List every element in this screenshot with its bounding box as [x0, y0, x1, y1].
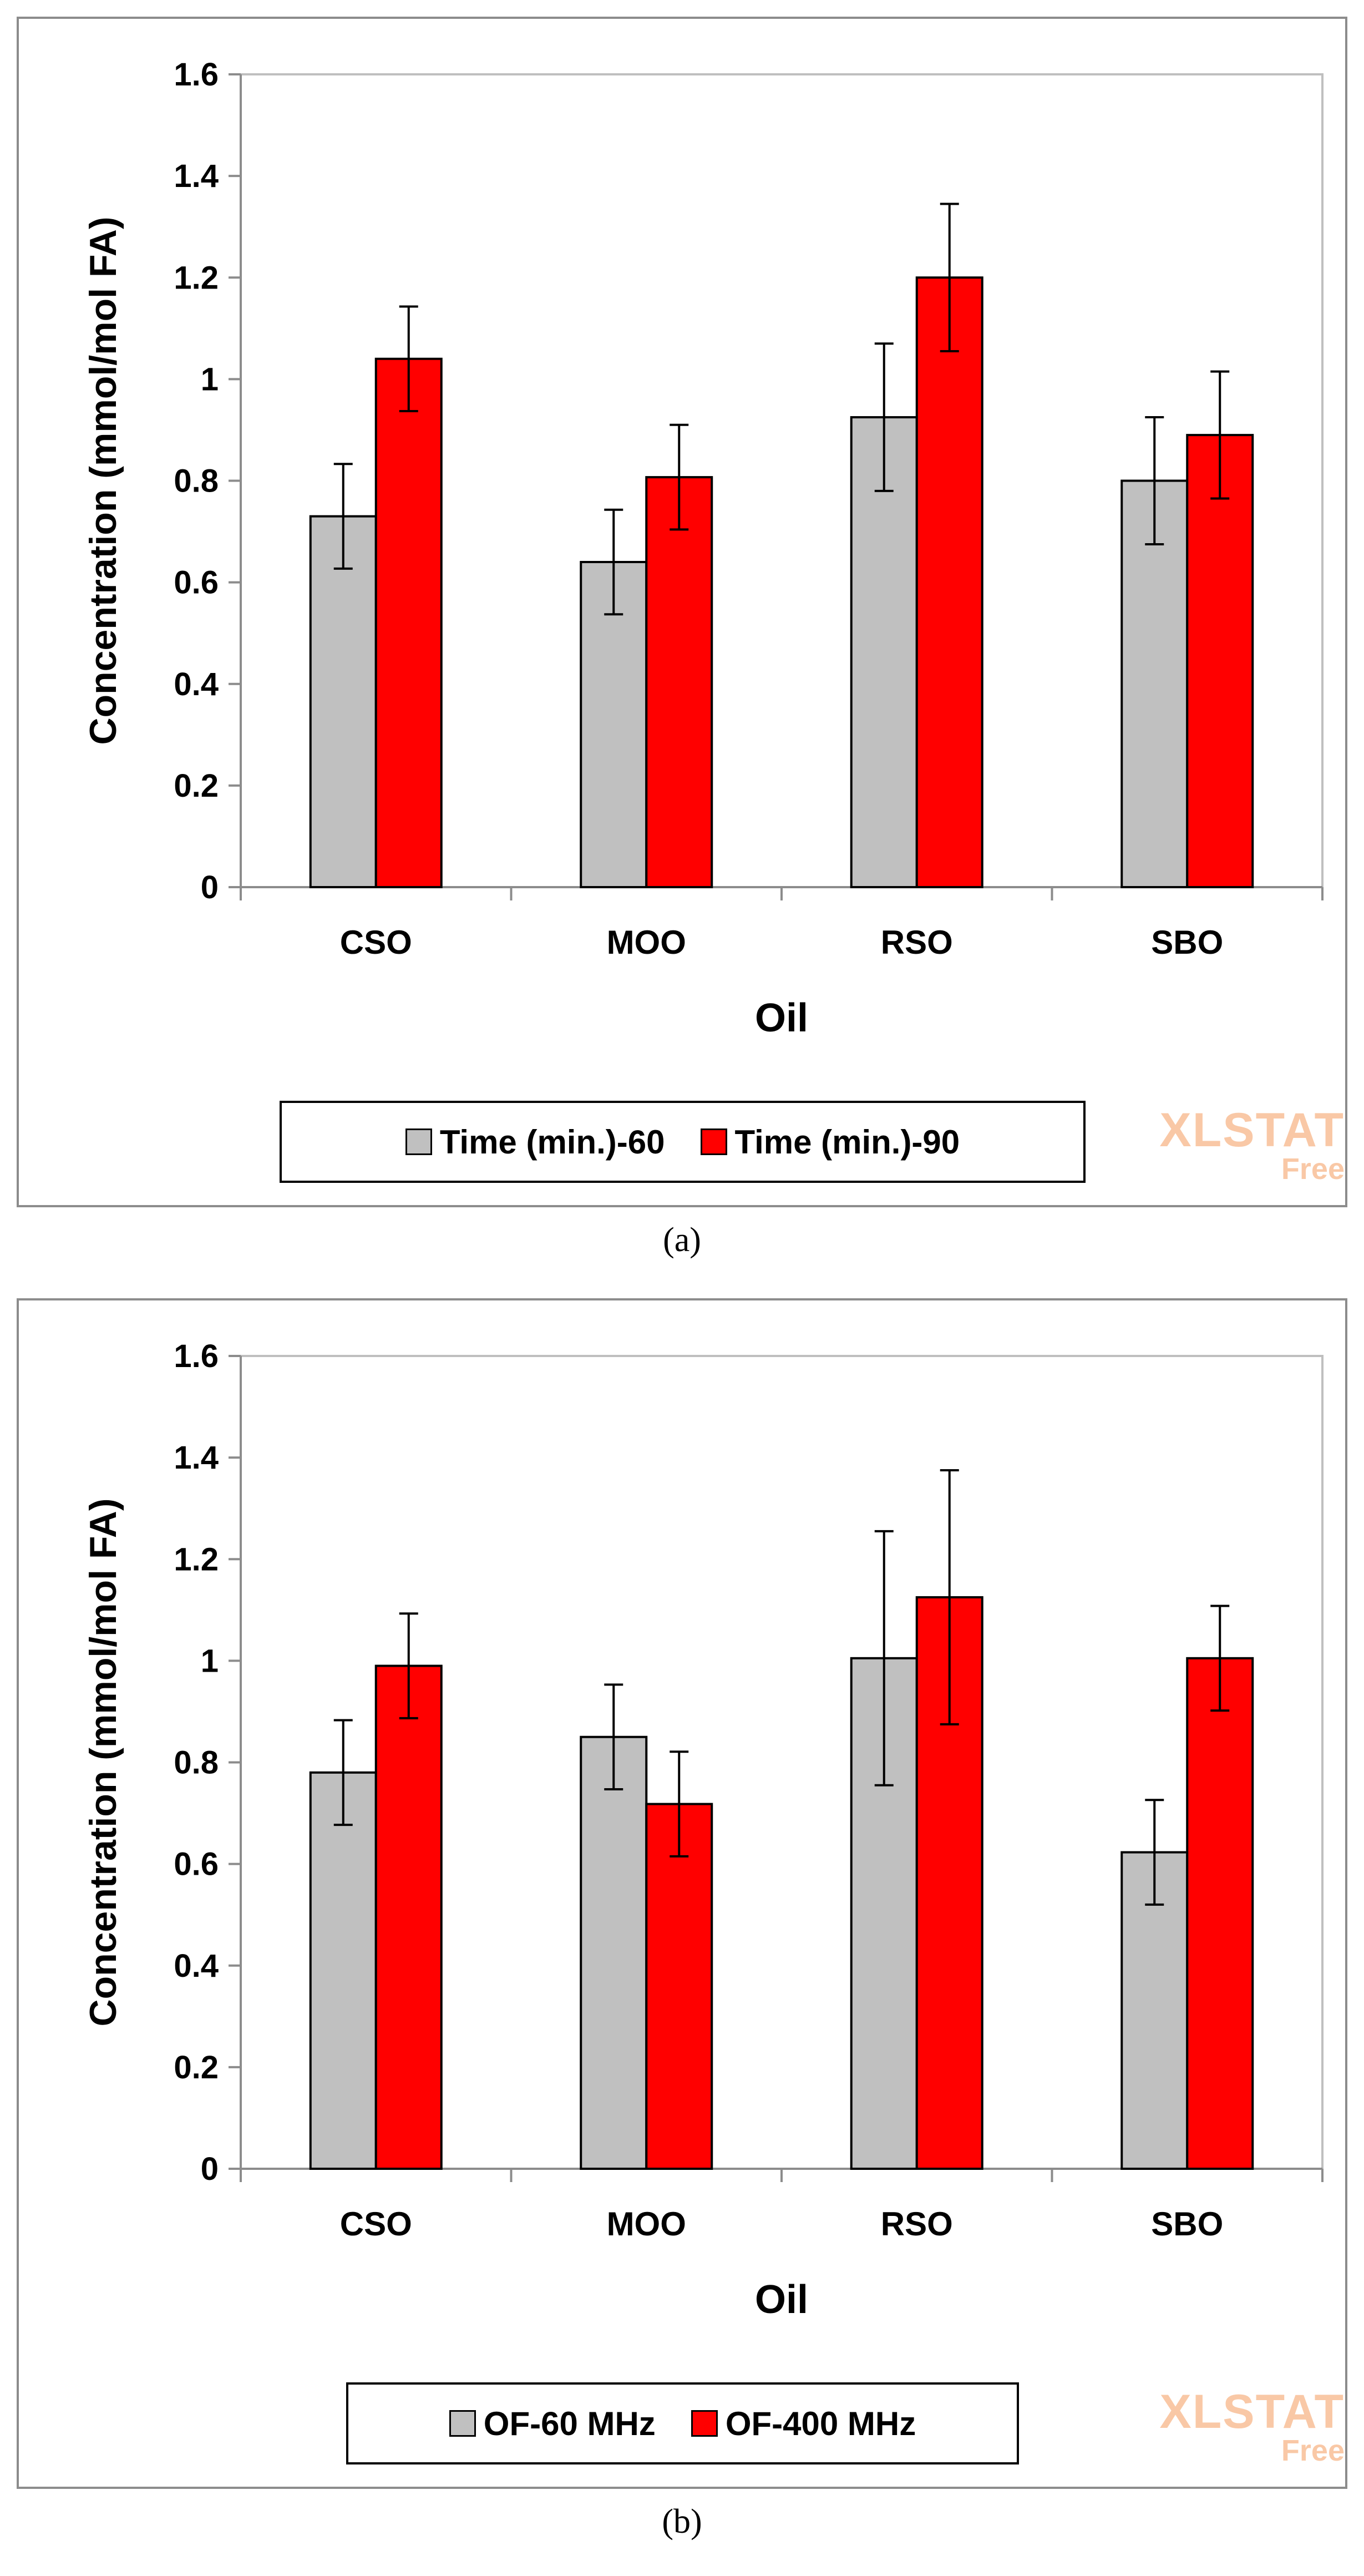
y-tick-label: 0.6 — [174, 1846, 219, 1882]
x-axis-title: Oil — [755, 996, 808, 1040]
watermark-sub-a: Free — [1281, 1152, 1345, 1186]
y-tick-label: 1 — [201, 361, 219, 397]
y-tick-label: 0 — [201, 2151, 219, 2187]
legend-swatch-time-60 — [405, 1128, 432, 1155]
legend-swatch-time-90 — [700, 1128, 727, 1155]
watermark-main-b: XLSTAT — [1159, 2385, 1345, 2438]
bar-cso-series-2 — [374, 357, 443, 888]
x-tick-label: RSO — [881, 2205, 953, 2243]
watermark-sub-b: Free — [1281, 2434, 1345, 2467]
legend-item-of-60: OF-60 MHz — [449, 2405, 656, 2443]
bar-moo-series-2 — [645, 1803, 713, 2170]
y-tick-label: 1.6 — [174, 1338, 219, 1374]
bar-moo-series-2 — [645, 476, 713, 888]
bar-sbo-series-2 — [1186, 1657, 1254, 2170]
x-axis-title: Oil — [755, 2278, 808, 2322]
legend-item-time-90: Time (min.)-90 — [700, 1123, 960, 1161]
chart-panel-a: 0 0.2 0.4 0.6 0.8 1 1.2 1.4 1.6 CSO MOO RSO SBO Oil Co… — [17, 17, 1347, 1207]
legend-item-of-400: OF-400 MHz — [691, 2405, 916, 2443]
legend-label-of-400: OF-400 MHz — [725, 2405, 916, 2442]
bar-moo-series-1 — [580, 1735, 648, 2170]
legend-swatch-of-400 — [691, 2410, 718, 2437]
bar-chart-b: 0 0.2 0.4 0.6 0.8 1 1.2 1.4 1.6 CSO MOO RSO SBO Oil Co… — [82, 1338, 1324, 2322]
y-tick-label: 0 — [201, 869, 219, 905]
y-tick-label: 0.2 — [174, 768, 219, 804]
y-axis-title: Concentration (mmol/mol FA) — [82, 217, 124, 745]
y-tick-label: 1.4 — [174, 158, 219, 194]
y-tick-label: 1 — [201, 1643, 219, 1679]
legend-a: Time (min.)-60 Time (min.)-90 — [280, 1101, 1086, 1183]
legend-label-of-60: OF-60 MHz — [483, 2405, 656, 2442]
bar-moo-series-1 — [580, 561, 648, 888]
caption-a: (a) — [663, 1221, 701, 1259]
watermark-main-a: XLSTAT — [1159, 1104, 1345, 1157]
y-tick-label: 0.4 — [174, 1948, 219, 1984]
legend-b: OF-60 MHz OF-400 MHz — [346, 2382, 1019, 2464]
legend-label-time-90: Time (min.)-90 — [734, 1123, 960, 1161]
bar-cso-series-2 — [374, 1664, 443, 2170]
y-tick-label: 1.2 — [174, 260, 219, 296]
xlstat-watermark-b: XLSTAT Free — [1128, 2388, 1345, 2466]
y-tick-label: 1.6 — [174, 57, 219, 93]
xlstat-watermark-a: XLSTAT Free — [1128, 1106, 1345, 1184]
bar-rso-series-2 — [915, 276, 983, 888]
y-axis-title: Concentration (mmol/mol FA) — [82, 1499, 124, 2027]
y-tick-label: 0.8 — [174, 463, 219, 499]
y-tick-label: 0.8 — [174, 1745, 219, 1781]
x-tick-label: MOO — [607, 924, 686, 961]
y-tick-label: 0.4 — [174, 666, 219, 702]
bar-cso-series-1 — [309, 515, 377, 888]
legend-swatch-of-60 — [449, 2410, 476, 2437]
bar-chart-a: 0 0.2 0.4 0.6 0.8 1 1.2 1.4 1.6 CSO MOO RSO SBO Oil Co… — [82, 57, 1324, 1040]
caption-b: (b) — [662, 2503, 702, 2540]
chart-panel-b: 0 0.2 0.4 0.6 0.8 1 1.2 1.4 1.6 CSO MOO RSO SBO Oil Co… — [17, 1298, 1347, 2489]
x-tick-label: SBO — [1151, 924, 1223, 961]
y-tick-label: 0.6 — [174, 565, 219, 601]
x-tick-label: CSO — [340, 2205, 412, 2243]
bar-rso-series-1 — [850, 416, 918, 888]
x-tick-label: MOO — [607, 2205, 686, 2243]
x-tick-label: SBO — [1151, 2205, 1223, 2243]
y-tick-label: 1.4 — [174, 1440, 219, 1476]
legend-item-time-60: Time (min.)-60 — [405, 1123, 665, 1161]
legend-label-time-60: Time (min.)-60 — [439, 1123, 665, 1161]
y-tick-label: 0.2 — [174, 2049, 219, 2086]
x-tick-label: RSO — [881, 924, 953, 961]
bar-cso-series-1 — [309, 1771, 377, 2170]
y-tick-label: 1.2 — [174, 1541, 219, 1577]
bar-sbo-series-2 — [1186, 434, 1254, 888]
x-tick-label: CSO — [340, 924, 412, 961]
